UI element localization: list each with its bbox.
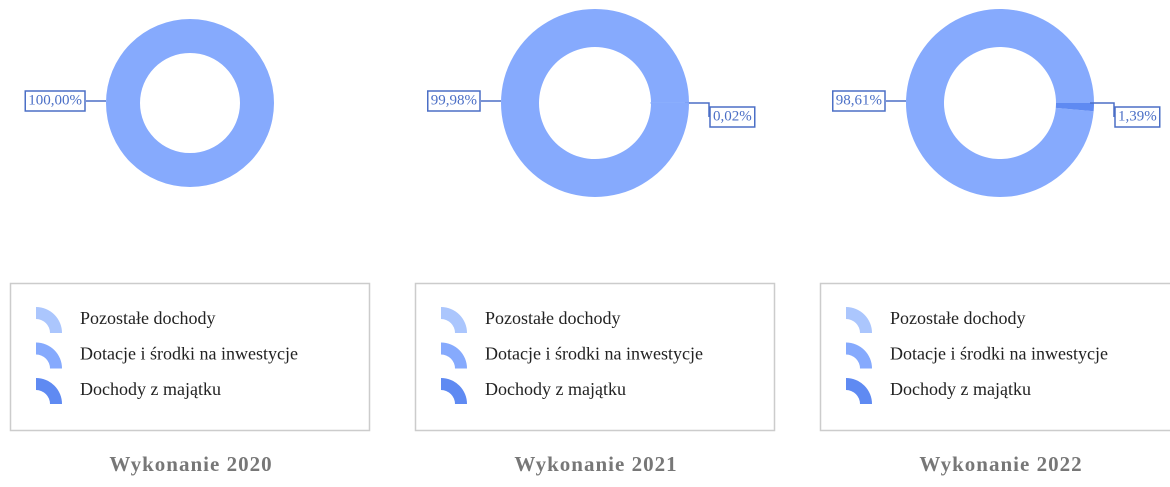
legend-label: Pozostałe dochody xyxy=(485,308,620,328)
legend-label: Pozostałe dochody xyxy=(890,308,1025,328)
data-label: 99,98% xyxy=(431,92,477,108)
legend-label: Dochody z majątku xyxy=(80,379,221,399)
data-label: 1,39% xyxy=(1118,108,1157,124)
donut-chart: 0,02% 99,98% Pozostałe dochody Dotacje i śr… xyxy=(416,9,775,476)
chart-title: Wykonanie 2020 xyxy=(109,452,272,476)
legend-label: Dochody z majątku xyxy=(890,379,1031,399)
legend-label: Dotacje i środki na inwestycje xyxy=(485,344,703,364)
data-label: 100,00% xyxy=(28,92,82,108)
legend-label: Dochody z majątku xyxy=(485,379,626,399)
donut-chart: 98,61% 1,39% Pozostałe dochody Dotacje i śr… xyxy=(821,9,1170,476)
legend-label: Dotacje i środki na inwestycje xyxy=(890,344,1108,364)
data-label: 0,02% xyxy=(713,108,752,124)
legend-label: Pozostałe dochody xyxy=(80,308,215,328)
donut-chart: 100,00% Pozostałe dochody Dotacje i środki… xyxy=(11,19,370,476)
legend-label: Dotacje i środki na inwestycje xyxy=(80,344,298,364)
chart-title: Wykonanie 2022 xyxy=(919,452,1082,476)
slice xyxy=(106,19,274,187)
data-label: 98,61% xyxy=(836,92,882,108)
chart-title: Wykonanie 2021 xyxy=(514,452,677,476)
